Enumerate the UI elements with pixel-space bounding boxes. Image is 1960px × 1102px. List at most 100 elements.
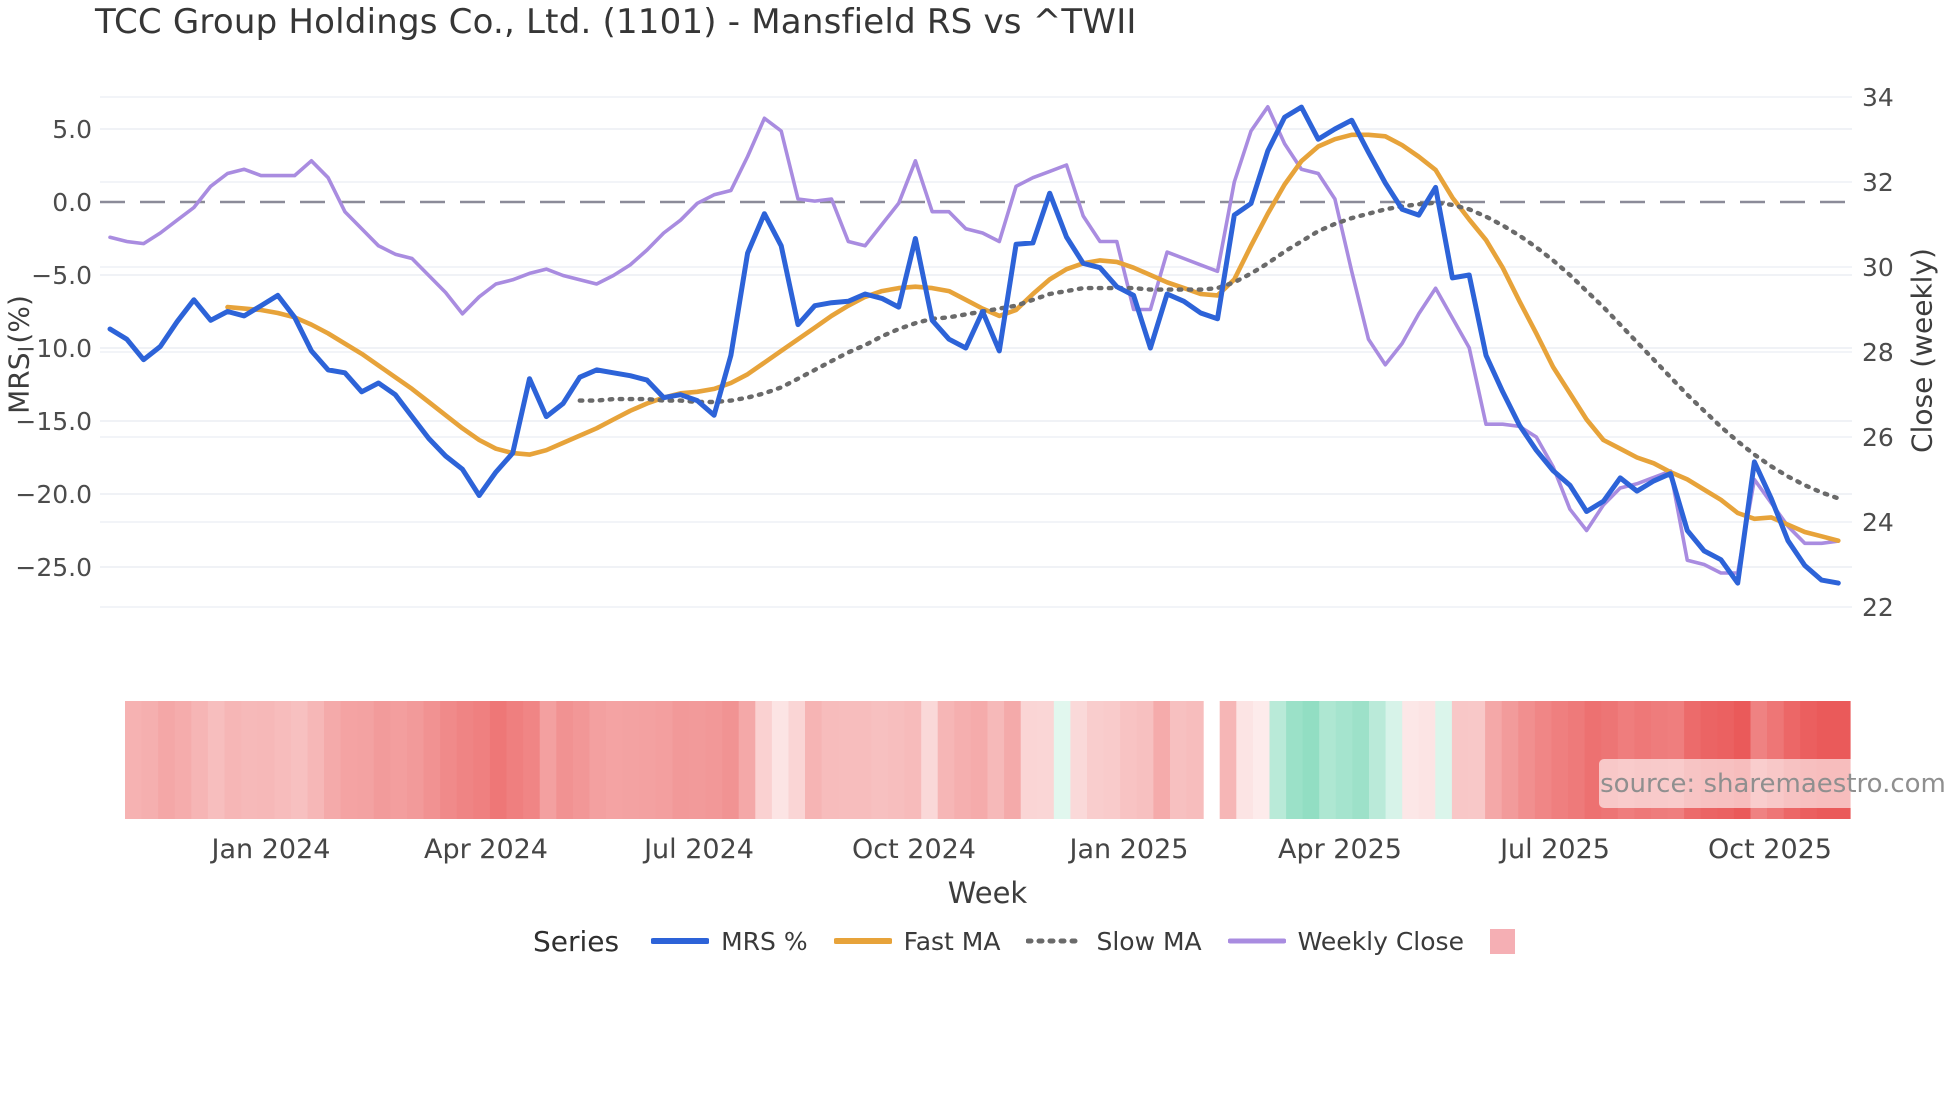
x-tick-label: Jul 2025 (1498, 834, 1610, 865)
heatmap-cell (1435, 701, 1453, 819)
heatmap-cell (191, 701, 209, 819)
legend-title: Series (533, 924, 620, 958)
heatmap-cell (688, 701, 707, 819)
heatmap-cell (921, 701, 939, 819)
heatmap-cell (1170, 701, 1188, 819)
heatmap-cell (407, 701, 425, 819)
series-line-weekly-close (108, 105, 1841, 575)
x-tick-label: Jan 2025 (1068, 834, 1189, 865)
right-tick-label: 22 (1862, 593, 1894, 622)
heatmap-cell (1518, 701, 1536, 819)
heatmap-cell (1534, 701, 1553, 819)
weekly-close-line-swatch-icon (1227, 938, 1286, 944)
heatmap-cell (755, 701, 773, 819)
heatmap-cell (290, 701, 309, 819)
heatmap-cell (722, 701, 740, 819)
chart-title: TCC Group Holdings Co., Ltd. (1101) - Ma… (95, 2, 1137, 42)
legend-label-mrs: MRS % (721, 926, 808, 956)
heatmap-cell (970, 701, 989, 819)
heatmap-cell (655, 701, 673, 819)
slow-ma-dotted-swatch-icon (1026, 938, 1085, 944)
heatmap-cell (572, 701, 590, 819)
heatmap-cell (1120, 701, 1138, 819)
series-line-mrs-- (107, 104, 1841, 586)
heatmap-cell (738, 701, 756, 819)
left-tick-label: 0.0 (52, 188, 92, 217)
heatmap-cell (340, 701, 358, 819)
heatmap-cell (1087, 701, 1105, 819)
heatmap-cell (1468, 701, 1486, 819)
legend: Series MRS % Fast MA Slow MA Weekly Clos… (533, 918, 1515, 964)
legend-label-fast-ma: Fast MA (903, 926, 1001, 956)
heatmap-cell (1568, 701, 1586, 819)
heatmap-cell (373, 701, 391, 819)
heatmap-cell (506, 701, 524, 819)
heatmap-cell (1136, 701, 1154, 819)
heatmap-cell (904, 701, 922, 819)
left-tick-label: −15.0 (15, 407, 92, 436)
left-axis-title: MRS (%) (2, 295, 36, 414)
heatmap-cell (1319, 701, 1337, 819)
legend-label-slow-ma: Slow MA (1096, 926, 1202, 956)
heatmap-cell (821, 701, 839, 819)
heatmap-cell (1070, 701, 1088, 819)
heatmap-cell (1103, 701, 1121, 819)
heatmap-cell (606, 701, 624, 819)
heatmap-cell (1219, 701, 1237, 819)
legend-item-weekly-close[interactable]: Weekly Close (1227, 926, 1464, 956)
heatmap-cell (1153, 701, 1171, 819)
heatmap-cell (274, 701, 292, 819)
left-tick-label: −20.0 (15, 480, 92, 509)
heatmap-cell (357, 701, 375, 819)
heatmap-cell (672, 701, 690, 819)
x-tick-label: Jul 2024 (642, 834, 754, 865)
heatmap-cell (1402, 701, 1420, 819)
x-tick-label: Apr 2024 (424, 834, 548, 865)
heatmap-cell (705, 701, 723, 819)
legend-item-mrs[interactable]: MRS % (651, 927, 808, 956)
heatmap-cell (1485, 701, 1503, 819)
series-line-fast-ma (225, 132, 1841, 544)
heatmap-cell (589, 701, 607, 819)
fast-ma-line-swatch-icon (833, 938, 892, 944)
heatmap-cell (556, 701, 574, 819)
right-tick-label: 34 (1862, 83, 1894, 112)
legend-item-slow-ma[interactable]: Slow MA (1026, 926, 1202, 956)
mrs-line-swatch-icon (651, 938, 710, 944)
heatmap-cell (1352, 701, 1370, 819)
x-tick-label: Jan 2024 (210, 834, 331, 865)
x-axis-title: Week (947, 876, 1028, 910)
heatmap-cell (125, 701, 143, 819)
heatmap-cell (838, 701, 856, 819)
heatmap-cell (1551, 701, 1569, 819)
heatmap-cell (224, 701, 242, 819)
heatmap-cell (1418, 701, 1436, 819)
heatmap-cell (622, 701, 640, 819)
right-tick-label: 30 (1862, 253, 1894, 282)
heatmap-cell (871, 701, 889, 819)
heatmap-cell (1236, 701, 1254, 819)
heatmap-cell (1286, 701, 1304, 819)
left-tick-label: −5.0 (31, 261, 92, 290)
heatmap-cell (1369, 701, 1387, 819)
heatmap-cell (1252, 701, 1271, 819)
right-tick-label: 26 (1862, 423, 1894, 452)
right-axis-title: Close (weekly) (1905, 248, 1939, 453)
heatmap-cell (141, 701, 159, 819)
heatmap-cell (1501, 701, 1519, 819)
heatmap-cell (158, 701, 176, 819)
heatmap-swatch-icon (1489, 928, 1515, 954)
heatmap-cell (937, 701, 955, 819)
left-tick-label: −25.0 (15, 553, 92, 582)
heatmap-cell (1269, 701, 1287, 819)
legend-item-heatmap[interactable] (1489, 928, 1515, 954)
right-tick-label: 24 (1862, 508, 1894, 537)
source-watermark: source: sharemaestro.com (1599, 759, 1947, 808)
heatmap-cell (771, 701, 790, 819)
heatmap-cell (888, 701, 906, 819)
heatmap-cell (1037, 701, 1055, 819)
heatmap-cell (639, 701, 657, 819)
legend-item-fast-ma[interactable]: Fast MA (833, 926, 1001, 956)
legend-label-weekly-close: Weekly Close (1297, 926, 1464, 956)
